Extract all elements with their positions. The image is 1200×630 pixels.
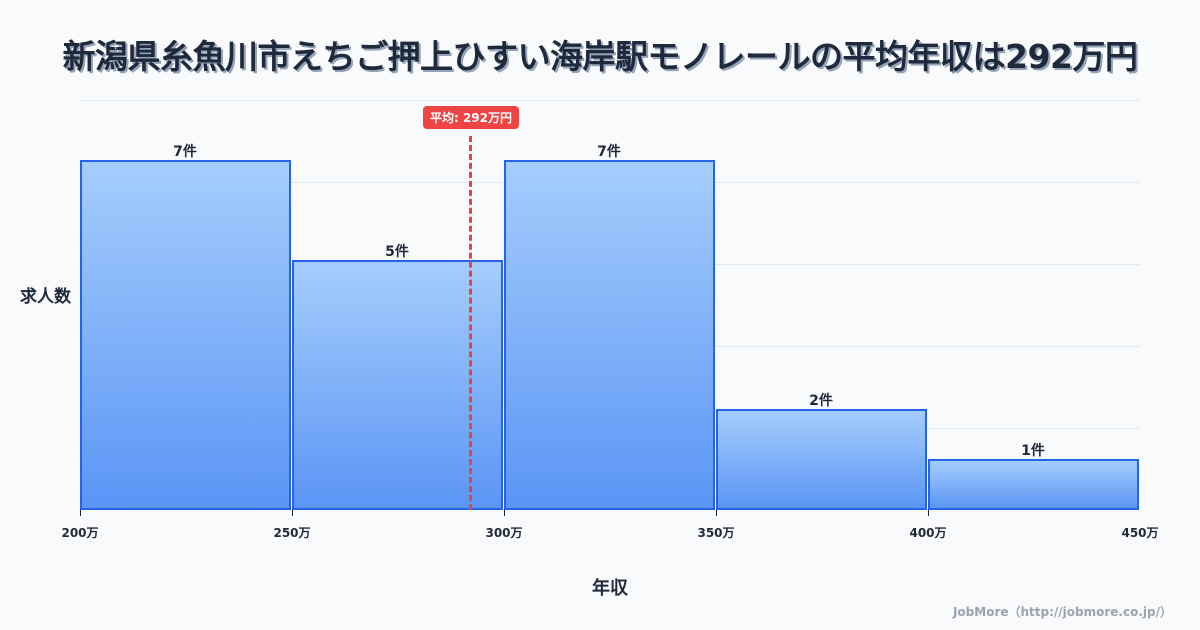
bar-value-label: 7件 [173, 144, 197, 160]
chart-title: 新潟県糸魚川市えちご押上ひすい海岸駅モノレールの平均年収は292万円 [62, 37, 1138, 76]
x-tick-label: 200万 [61, 526, 99, 540]
x-tick [80, 510, 81, 516]
bar-value-label: 2件 [809, 393, 833, 409]
mean-line [469, 136, 472, 510]
x-tick-label: 350万 [697, 526, 735, 540]
y-axis-label: 求人数 [20, 287, 71, 307]
x-axis-label: 年収 [592, 578, 628, 599]
x-tick [292, 510, 293, 516]
x-tick-label: 400万 [909, 526, 947, 540]
x-tick-label: 250万 [273, 526, 311, 540]
bar-value-label: 7件 [597, 144, 621, 160]
histogram-bar [504, 160, 715, 510]
histogram-bar [928, 459, 1139, 510]
mean-badge: 平均: 292万円 [422, 106, 520, 129]
histogram-bar [292, 260, 503, 510]
x-tick-label: 300万 [485, 526, 523, 540]
gridline [80, 100, 1140, 101]
x-tick-label: 450万 [1121, 526, 1159, 540]
plot-area: 7件 5件 7件 2件 1件 平均: 292万円 [80, 100, 1140, 516]
x-tick [504, 510, 505, 516]
bar-value-label: 1件 [1021, 443, 1045, 459]
bar-value-label: 5件 [385, 244, 409, 260]
source-credit: JobMore（http://jobmore.co.jp/） [952, 605, 1172, 619]
histogram-bar [80, 160, 291, 510]
x-tick [928, 510, 929, 516]
histogram-bar [716, 409, 927, 510]
x-tick [716, 510, 717, 516]
